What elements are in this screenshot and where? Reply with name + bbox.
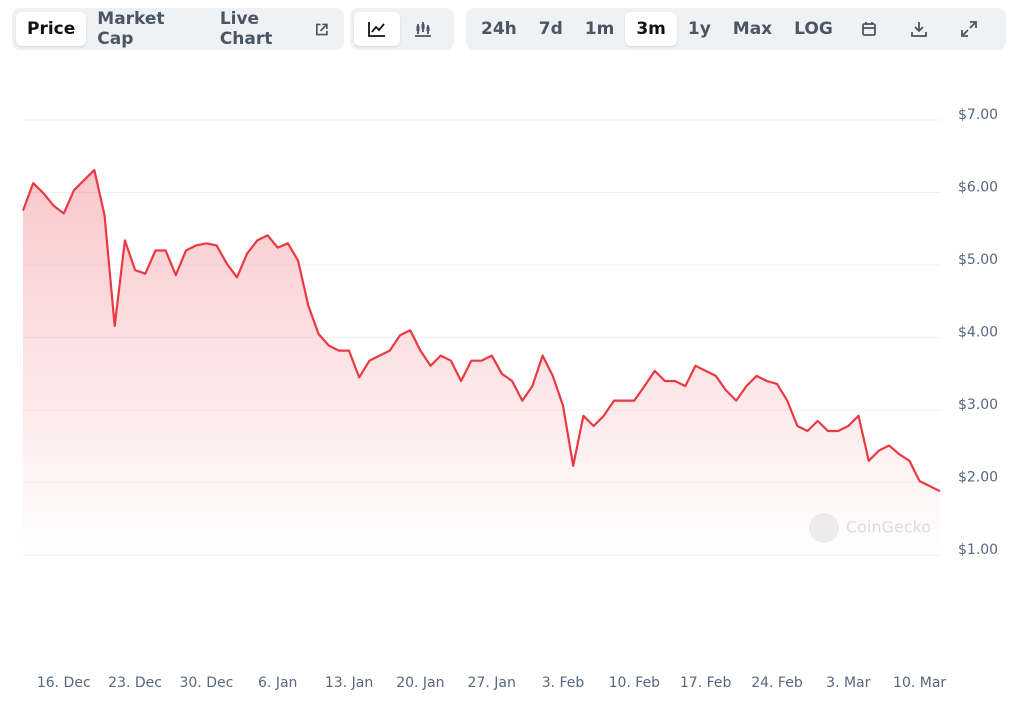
range[interactable]: 1y [687,19,711,39]
y-tick-label: $6.00 [958,180,998,196]
download-icon [910,22,927,37]
x-tick-label: 10. Feb [609,675,661,691]
x-tick-label: 3. Mar [826,675,870,691]
candle-icon [415,22,431,37]
range[interactable]: 24h [481,19,517,39]
view-tabs: Price Market Cap Live Chart [12,8,344,50]
x-tick-label: 20. Jan [396,675,444,691]
calendar-icon [861,22,876,36]
y-tick-label: $7.00 [958,107,998,123]
log-toggle[interactable]: LOG [794,19,833,39]
x-tick-label: 24. Feb [751,675,803,691]
x-tick-label: 10. Mar [893,675,946,691]
price-area [23,170,940,555]
expand-icon [960,21,977,37]
x-tick-label: 27. Jan [468,675,516,691]
y-tick-label: $2.00 [958,470,998,486]
watermark-logo [809,513,839,543]
range[interactable]: 3m [625,12,677,46]
x-tick-label: 3. Feb [542,675,585,691]
range[interactable]: Max [732,19,773,39]
label: Live Chart [219,9,273,49]
y-tick-label: $5.00 [958,252,998,268]
chart-type [350,8,454,50]
x-tick-label: 16. Dec [37,675,91,691]
watermark: CoinGecko [809,513,931,543]
range[interactable]: 1m [584,19,615,39]
range-tabs: 24h 7d 1m 3m 1y Max LOG [466,8,1006,50]
range[interactable]: 7d [538,19,563,39]
x-tick-label: 13. Jan [325,675,373,691]
y-tick-label: $3.00 [958,397,998,413]
x-tick-label: 6. Jan [258,675,297,691]
line-icon [368,22,385,37]
candle-view[interactable] [400,12,446,46]
price-line [21,168,941,493]
tab-live-chart[interactable]: Live Chart [209,9,340,49]
x-tick-label: 23. Dec [108,675,162,691]
x-tick-label: 17. Feb [680,675,732,691]
tab-market-cap[interactable]: Market Cap [97,9,165,49]
fullscreen[interactable] [944,12,994,46]
watermark-text: CoinGecko [846,518,931,537]
tab-price[interactable]: Price [16,12,87,46]
x-tick-label: 30. Dec [179,675,233,691]
toolbar: Price Market Cap Live Chart 24h 7d 1m 3m… [0,0,1024,60]
external-icon [316,23,328,35]
download[interactable] [894,12,944,46]
chart: $7.00 $6.00 $5.00 $4.00 $3.00 $2.00 $1.00 16. D… [21,107,998,691]
y-tick-label: $1.00 [958,542,998,558]
line-view[interactable] [354,12,400,46]
y-tick-label: $4.00 [958,325,998,341]
calendar[interactable] [844,12,894,46]
